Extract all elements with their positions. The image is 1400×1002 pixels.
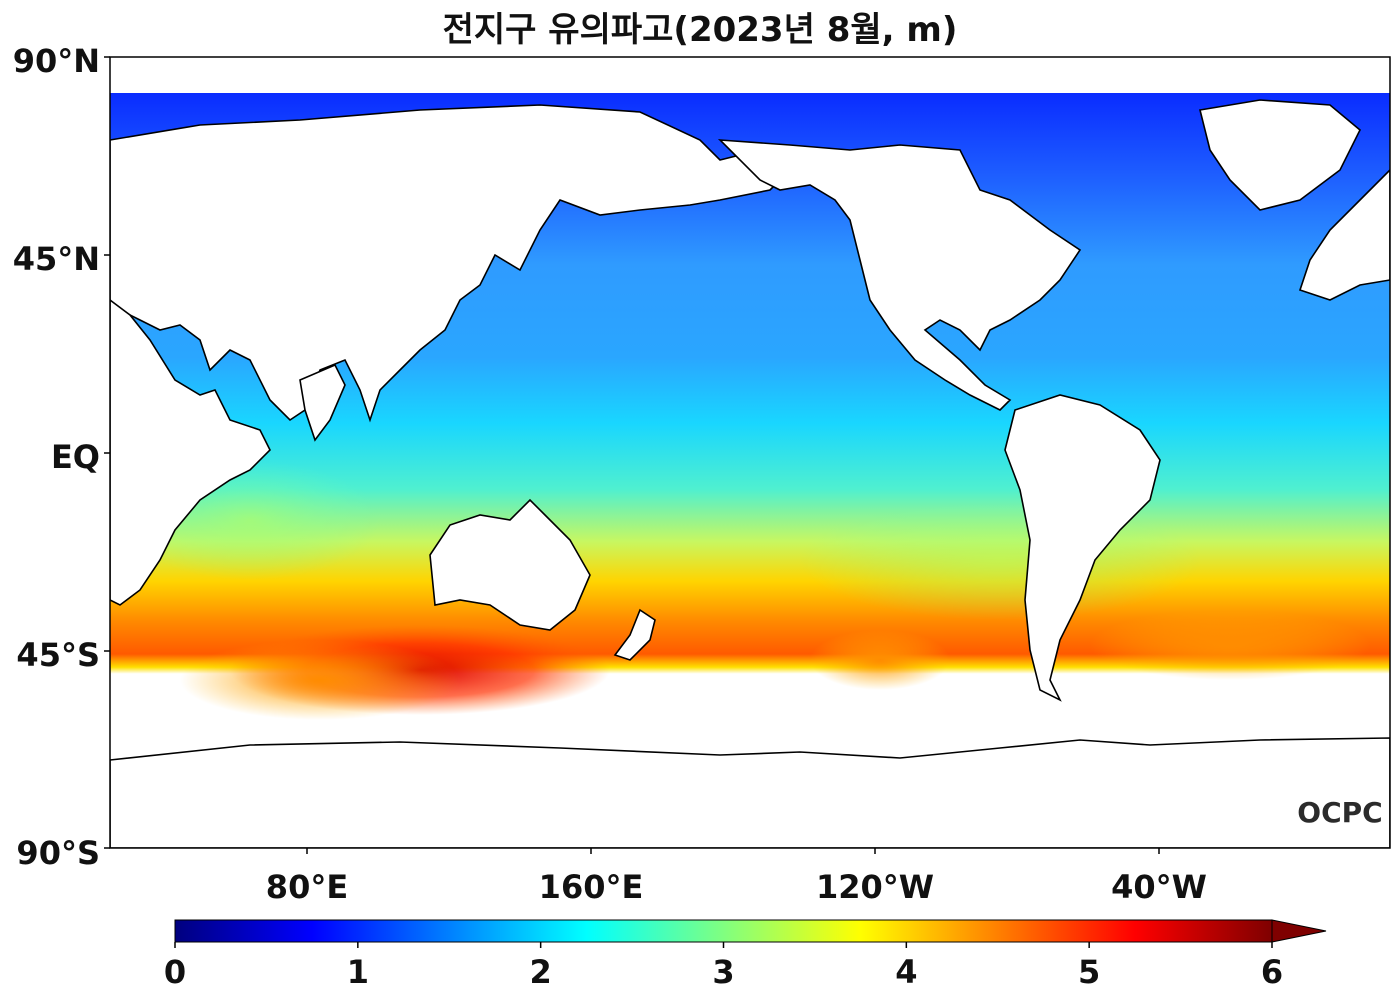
lat-tick-label: 90°N	[13, 42, 100, 80]
lon-axis: 80°E 160°E 120°W 40°W	[266, 848, 1207, 906]
map-title: 전지구 유의파고(2023년 8월, m)	[442, 10, 958, 50]
land-masses	[110, 99, 1390, 848]
lon-tick-label: 120°W	[816, 868, 934, 906]
colorbar-tick-label: 0	[164, 953, 186, 991]
lat-tick-label: 45°N	[13, 240, 100, 278]
lat-tick-label: 90°S	[16, 834, 100, 872]
ocpc-watermark: OCPC	[1297, 796, 1382, 829]
colorbar-ticks: 0 1 2 3 4 5 6	[164, 942, 1283, 991]
lat-tick-label: 45°S	[16, 636, 100, 674]
colorbar: 0 1 2 3 4 5 6	[164, 919, 1327, 991]
colorbar-extend-arrow	[1271, 919, 1327, 943]
wave-height-field: OCPC	[110, 57, 1390, 848]
colorbar-tick-label: 5	[1078, 953, 1100, 991]
colorbar-tick-label: 4	[895, 953, 917, 991]
lat-axis: 90°N 45°N EQ 45°S 90°S	[13, 42, 110, 872]
colorbar-bar	[174, 919, 1273, 943]
lon-tick-label: 80°E	[266, 868, 348, 906]
colorbar-tick-label: 6	[1261, 953, 1283, 991]
colorbar-tick-label: 1	[347, 953, 369, 991]
lon-tick-label: 160°E	[539, 868, 644, 906]
lon-tick-label: 40°W	[1111, 868, 1207, 906]
lat-tick-label: EQ	[51, 438, 100, 476]
colorbar-tick-label: 3	[712, 953, 734, 991]
colorbar-tick-label: 2	[530, 953, 552, 991]
